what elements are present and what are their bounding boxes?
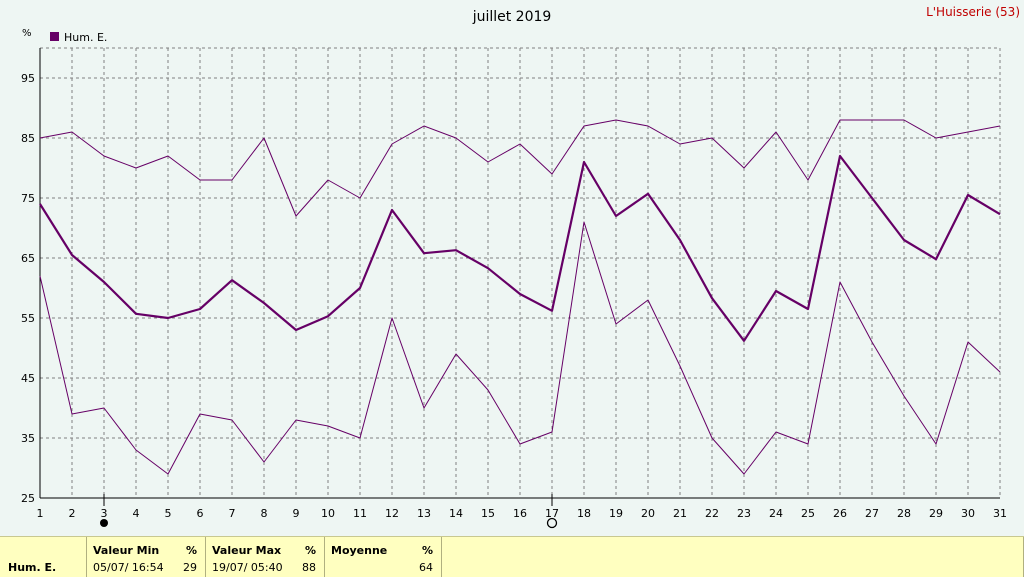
x-tick-label: 9: [293, 507, 300, 520]
x-tick-label: 4: [133, 507, 140, 520]
markers: [100, 494, 558, 529]
series-line-mean: [39, 154, 1001, 342]
stats-max-header: Valeur Max: [212, 544, 282, 557]
x-tick-label: 13: [417, 507, 431, 520]
x-tick-label: 21: [673, 507, 687, 520]
stats-min-cell: Valeur Min % 05/07/ 16:54 29: [87, 537, 206, 577]
stats-min-unit: %: [185, 544, 197, 557]
x-tick-label: 14: [449, 507, 463, 520]
y-tick-label: 65: [21, 252, 35, 265]
y-tick-label: 25: [21, 492, 35, 505]
x-tick-label: 10: [321, 507, 335, 520]
y-tick-label: 35: [21, 432, 35, 445]
stats-mean-header: Moyenne: [331, 544, 388, 557]
x-tick-label: 11: [353, 507, 367, 520]
legend-swatch: [50, 32, 59, 41]
y-tick-label: 45: [21, 372, 35, 385]
stats-mean-cell: Moyenne % 64: [325, 537, 442, 577]
stats-mean-unit: %: [421, 544, 433, 557]
stats-max-cell: Valeur Max % 19/07/ 05:40 88: [206, 537, 325, 577]
x-tick-label: 28: [897, 507, 911, 520]
x-tick-label: 18: [577, 507, 591, 520]
x-tick-label: 16: [513, 507, 527, 520]
stats-max-date: 19/07/ 05:40: [212, 561, 283, 574]
series-lines: [39, 119, 1001, 475]
max-marker-icon: [546, 517, 558, 529]
x-tick-label: 25: [801, 507, 815, 520]
x-tick-label: 17: [545, 507, 559, 520]
x-tick-label: 2: [69, 507, 76, 520]
x-tick-label: 3: [101, 507, 108, 520]
stats-min-date: 05/07/ 16:54: [93, 561, 164, 574]
x-tick-label: 29: [929, 507, 943, 520]
stats-series-label: Hum. E.: [8, 561, 57, 574]
x-tick-label: 12: [385, 507, 399, 520]
x-tick-label: 31: [993, 507, 1007, 520]
y-tick-label: 85: [21, 132, 35, 145]
x-tick-label: 30: [961, 507, 975, 520]
series-line-min: [39, 221, 1001, 475]
x-tick-label: 6: [197, 507, 204, 520]
series-line-max: [39, 119, 1001, 217]
x-tick-label: 15: [481, 507, 495, 520]
x-tick-label: 19: [609, 507, 623, 520]
chart-title: juillet 2019: [472, 9, 552, 25]
min-marker-icon: [100, 519, 108, 527]
x-tick-label: 24: [769, 507, 783, 520]
stats-min-header: Valeur Min: [93, 544, 160, 557]
stats-panel: Hum. E. Valeur Min % 05/07/ 16:54 29 Val…: [0, 536, 1024, 577]
x-tick-label: 27: [865, 507, 879, 520]
stats-series-cell: Hum. E.: [0, 537, 87, 577]
stats-mean-value: 64: [419, 561, 433, 574]
x-tick-label: 22: [705, 507, 719, 520]
x-tick-label: 26: [833, 507, 847, 520]
x-tick-label: 20: [641, 507, 655, 520]
stats-empty-cell: [442, 537, 1024, 577]
x-tick-label: 8: [261, 507, 268, 520]
chart: juillet 2019 L'Huisserie (53) % Hum. E. …: [21, 5, 1020, 529]
y-tick-label: 75: [21, 192, 35, 205]
grid: [40, 47, 1000, 498]
legend-label: Hum. E.: [64, 31, 107, 44]
x-tick-label: 5: [165, 507, 172, 520]
stats-max-value: 88: [302, 561, 316, 574]
y-tick-label: 95: [21, 72, 35, 85]
station-name: L'Huisserie (53): [926, 5, 1020, 19]
x-tick-label: 23: [737, 507, 751, 520]
stats-max-unit: %: [304, 544, 316, 557]
y-tick-label: 55: [21, 312, 35, 325]
x-tick-label: 1: [37, 507, 44, 520]
y-unit-label: %: [22, 28, 32, 39]
x-tick-label: 7: [229, 507, 236, 520]
stats-min-value: 29: [183, 561, 197, 574]
